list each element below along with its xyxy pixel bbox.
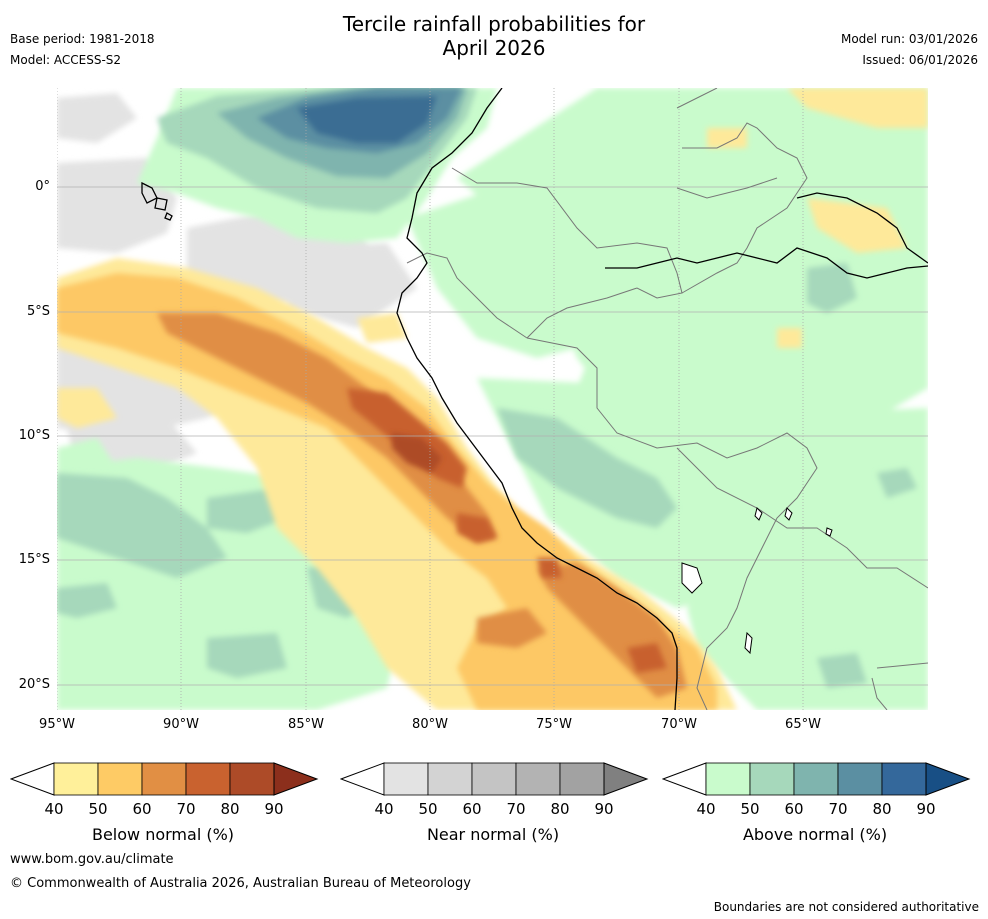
- graticule: [57, 88, 928, 710]
- colorbar-above: 40 50 60 70 80 90: [661, 762, 972, 818]
- title-line2: April 2026: [442, 36, 546, 60]
- cb-below-tick-80: 80: [220, 800, 240, 818]
- cb-below-tick-70: 70: [176, 800, 196, 818]
- lon-label-90w: 90°W: [163, 717, 199, 732]
- cb-below-tick-90: 90: [264, 800, 284, 818]
- cb-near-tick-60: 60: [462, 800, 482, 818]
- cb-above-2: [793, 762, 839, 796]
- cb-below-3: [185, 762, 231, 796]
- cb-near-5: [603, 762, 649, 796]
- cb-near-0: [383, 762, 429, 796]
- cb-above-5: [925, 762, 971, 796]
- colorbar-above-svg: [661, 762, 971, 796]
- cb-below-4: [229, 762, 275, 796]
- cb-above-tick-90: 90: [916, 800, 936, 818]
- cb-below-tick-40: 40: [44, 800, 64, 818]
- cb-near-tick-40: 40: [374, 800, 394, 818]
- cb-near-tick-70: 70: [506, 800, 526, 818]
- cb-near-min-arrow: [339, 762, 385, 796]
- cb-near-tick-80: 80: [550, 800, 570, 818]
- lat-label-20s: 20°S: [18, 677, 50, 692]
- cb-above-0: [705, 762, 751, 796]
- base-period: Base period: 1981-2018: [10, 32, 155, 46]
- cb-above-1: [749, 762, 795, 796]
- chart-title: Tercile rainfall probabilities for April…: [0, 12, 988, 60]
- cb-near-2: [471, 762, 517, 796]
- cb-near-3: [515, 762, 561, 796]
- lon-label-95w: 95°W: [39, 717, 75, 732]
- cb-above-tick-80: 80: [872, 800, 892, 818]
- lon-label-70w: 70°W: [661, 717, 697, 732]
- model-run: Model run: 03/01/2026: [840, 32, 978, 46]
- lon-label-85w: 85°W: [288, 717, 324, 732]
- colorbar-below-svg: [9, 762, 319, 796]
- disclaimer-text: Boundaries are not considered authoritat…: [713, 900, 979, 914]
- country-borders: [406, 88, 928, 710]
- below-normal-80: [392, 433, 442, 473]
- lat-label-5s: 5°S: [26, 304, 50, 319]
- lon-label-80w: 80°W: [412, 717, 448, 732]
- cb-above-min-arrow: [661, 762, 707, 796]
- cb-near-4: [559, 762, 605, 796]
- title-line1: Tercile rainfall probabilities for: [342, 12, 646, 36]
- cb-below-tick-60: 60: [132, 800, 152, 818]
- map-svg: [57, 88, 928, 710]
- cb-above-tick-50: 50: [740, 800, 760, 818]
- colorbar-below: 40 50 60 70 80 90: [9, 762, 320, 818]
- website-link[interactable]: www.bom.gov.au/climate: [10, 852, 174, 867]
- lat-label-15s: 15°S: [18, 552, 50, 567]
- lon-label-75w: 75°W: [536, 717, 572, 732]
- cb-near-1: [427, 762, 473, 796]
- coastline: [141, 88, 928, 710]
- cb-below-1: [97, 762, 143, 796]
- copyright-text: © Commonwealth of Australia 2026, Austra…: [10, 876, 471, 891]
- colorbar-near-label: Near normal (%): [426, 825, 560, 844]
- lat-label-10s: 10°S: [18, 428, 50, 443]
- lakes: [681, 507, 833, 655]
- issued-date: Issued: 06/01/2026: [862, 53, 978, 67]
- cb-above-tick-40: 40: [696, 800, 716, 818]
- lon-label-65w: 65°W: [785, 717, 821, 732]
- cb-above-4: [881, 762, 927, 796]
- meta-left: Base period: 1981-2018 Model: ACCESS-S2: [10, 31, 155, 73]
- cb-below-0: [53, 762, 99, 796]
- colorbar-near: 40 50 60 70 80 90: [339, 762, 650, 818]
- colorbar-near-svg: [339, 762, 649, 796]
- cb-near-tick-90: 90: [594, 800, 614, 818]
- lat-label-0: 0°: [35, 179, 50, 194]
- cb-below-2: [141, 762, 187, 796]
- above-normal-80: [297, 96, 437, 143]
- cb-above-3: [837, 762, 883, 796]
- cb-near-tick-50: 50: [418, 800, 438, 818]
- cb-below-min-arrow: [9, 762, 55, 796]
- model-name: Model: ACCESS-S2: [10, 53, 122, 67]
- meta-right: Model run: 03/01/2026 Issued: 06/01/2026: [841, 31, 978, 73]
- probability-map: [57, 88, 928, 710]
- cb-below-tick-50: 50: [88, 800, 108, 818]
- colorbar-above-label: Above normal (%): [742, 825, 888, 844]
- cb-above-tick-70: 70: [828, 800, 848, 818]
- cb-below-5: [273, 762, 319, 796]
- cb-above-tick-60: 60: [784, 800, 804, 818]
- colorbar-below-label: Below normal (%): [91, 825, 235, 844]
